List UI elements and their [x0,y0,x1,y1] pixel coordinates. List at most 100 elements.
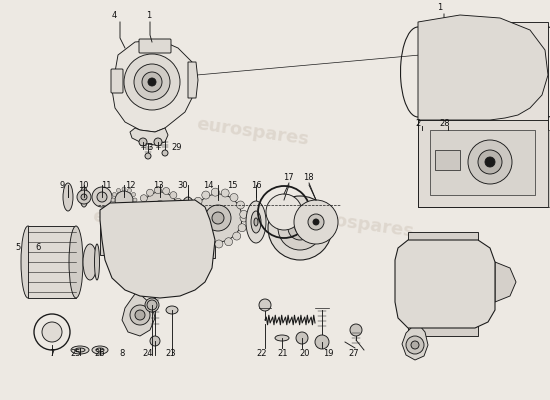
Text: 17: 17 [283,172,293,182]
Circle shape [212,212,224,224]
Circle shape [454,44,510,100]
Text: 6: 6 [35,244,41,252]
Text: 23: 23 [166,348,177,358]
FancyBboxPatch shape [139,39,171,53]
Polygon shape [495,262,516,302]
Polygon shape [100,200,215,298]
Bar [430,130,535,195]
Circle shape [189,206,197,214]
Polygon shape [418,15,548,120]
Bar [28,226,76,298]
Text: 29: 29 [172,144,182,152]
Ellipse shape [21,226,35,298]
Circle shape [420,254,476,310]
Circle shape [175,215,182,222]
Ellipse shape [96,348,104,352]
Circle shape [236,201,245,209]
Text: 22: 22 [257,348,267,358]
Circle shape [221,189,229,197]
Polygon shape [122,290,155,336]
Circle shape [211,188,219,196]
Text: 3: 3 [147,144,153,152]
Circle shape [135,310,145,320]
Text: 7: 7 [50,348,54,358]
Ellipse shape [75,348,85,352]
Text: 27: 27 [349,348,359,358]
Circle shape [238,224,246,232]
Circle shape [133,198,137,202]
Circle shape [77,190,91,204]
Text: eurospares: eurospares [91,207,206,241]
Circle shape [468,140,512,184]
Circle shape [163,188,170,194]
Circle shape [81,194,87,200]
Circle shape [313,219,319,225]
Circle shape [441,275,455,289]
Circle shape [191,225,199,233]
Text: 15: 15 [227,180,237,190]
Circle shape [122,187,126,191]
Circle shape [111,198,115,202]
Ellipse shape [145,298,159,312]
Bar [108,207,196,222]
Circle shape [468,58,496,86]
Text: 14: 14 [203,180,213,190]
Circle shape [202,191,210,199]
Circle shape [205,238,213,246]
Polygon shape [130,128,168,145]
Ellipse shape [166,306,178,314]
Text: 5: 5 [15,244,21,252]
Circle shape [440,30,524,114]
Ellipse shape [69,226,83,298]
Circle shape [137,234,173,270]
Circle shape [117,188,120,192]
Circle shape [146,209,158,221]
Circle shape [112,192,117,196]
Circle shape [194,197,202,205]
Circle shape [112,204,117,208]
Bar [418,22,548,207]
Text: 20: 20 [300,348,310,358]
Circle shape [240,210,248,218]
Text: 25: 25 [71,348,81,358]
Circle shape [140,218,147,225]
Circle shape [122,209,126,213]
Bar [435,150,460,170]
Circle shape [485,157,495,167]
Circle shape [315,335,329,349]
Circle shape [147,244,163,260]
Circle shape [150,336,160,346]
Text: 4: 4 [111,12,117,20]
Circle shape [188,216,196,224]
Circle shape [266,194,302,230]
Text: eurospares: eurospares [196,115,310,149]
Circle shape [294,200,338,244]
Circle shape [308,214,324,230]
Circle shape [240,214,248,222]
Ellipse shape [92,346,108,354]
Text: 30: 30 [178,180,188,190]
Circle shape [131,192,135,196]
Circle shape [215,240,223,248]
Circle shape [411,341,419,349]
Circle shape [445,279,451,285]
Circle shape [124,54,180,110]
Circle shape [162,150,168,156]
Circle shape [97,192,107,202]
Circle shape [125,222,185,282]
Circle shape [146,189,153,196]
Circle shape [175,198,182,205]
Circle shape [478,150,502,174]
Text: 12: 12 [125,180,135,190]
Circle shape [205,205,231,231]
Circle shape [117,208,120,212]
Text: 11: 11 [101,180,111,190]
Ellipse shape [185,202,191,212]
Circle shape [148,78,156,86]
Ellipse shape [182,197,194,217]
Circle shape [170,221,177,228]
Circle shape [477,67,487,77]
Text: 8: 8 [119,348,125,358]
Ellipse shape [63,183,73,211]
Text: 28: 28 [439,118,450,128]
